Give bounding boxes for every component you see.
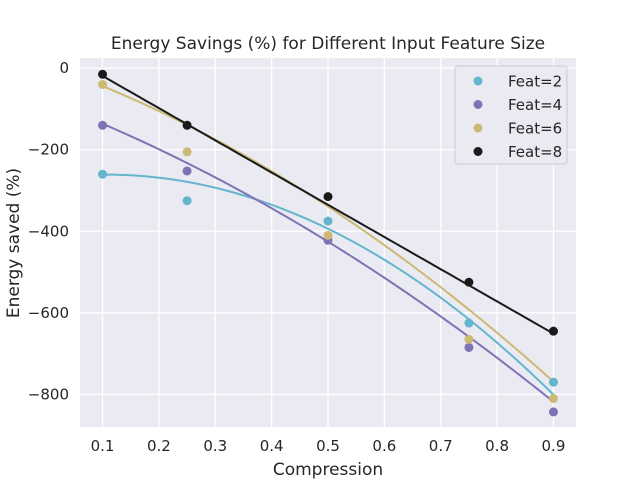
x-tick-label: 0.8	[485, 437, 509, 455]
data-point-series-1	[182, 196, 192, 206]
y-tick-label: −400	[28, 222, 69, 240]
data-points	[98, 69, 558, 417]
fit-line-series-1	[102, 173, 555, 396]
legend-marker	[473, 147, 483, 156]
legend-label: Feat=4	[508, 96, 562, 114]
data-point-series-1	[464, 318, 474, 328]
y-tick-label: −800	[28, 385, 69, 403]
data-point-series-1	[548, 377, 558, 387]
x-tick-label: 0.3	[203, 437, 227, 455]
data-point-series-2	[464, 342, 474, 352]
x-tick-label: 0.7	[429, 437, 453, 455]
data-point-series-4	[323, 192, 333, 202]
legend-marker	[473, 100, 483, 109]
chart-title: Energy Savings (%) for Different Input F…	[111, 34, 545, 54]
y-tick-labels: 0 −200 −400 −600 −800	[28, 59, 69, 403]
x-tick-label: 0.1	[91, 437, 115, 455]
legend-marker	[473, 123, 483, 133]
data-point-series-3	[464, 334, 474, 344]
y-tick-label: −600	[28, 304, 69, 322]
x-axis-label: Compression	[273, 460, 383, 480]
legend-label: Feat=8	[508, 143, 562, 161]
fit-lines	[102, 75, 555, 403]
data-point-series-2	[548, 407, 558, 417]
data-point-series-1	[98, 169, 108, 179]
y-tick-label: −200	[28, 141, 69, 159]
legend-marker	[473, 76, 483, 86]
data-point-series-1	[323, 216, 333, 226]
fit-line-series-3	[102, 85, 555, 383]
data-point-series-4	[464, 277, 474, 287]
x-tick-label: 0.5	[316, 437, 340, 455]
x-tick-label: 0.9	[542, 437, 566, 455]
x-tick-label: 0.6	[372, 437, 396, 455]
y-tick-label: 0	[59, 59, 69, 77]
data-point-series-2	[182, 166, 192, 176]
data-point-series-4	[182, 120, 192, 130]
data-point-series-3	[548, 393, 558, 403]
y-axis-label: Energy saved (%)	[4, 168, 24, 318]
legend-label: Feat=2	[508, 73, 562, 91]
data-point-series-4	[98, 69, 108, 79]
data-point-series-3	[323, 230, 333, 240]
x-tick-labels: 0.1 0.2 0.3 0.4 0.5 0.6 0.7 0.8 0.9	[91, 437, 566, 455]
legend: Feat=2 Feat=4 Feat=6 Feat=8	[454, 65, 568, 165]
legend-label: Feat=6	[508, 120, 562, 138]
data-point-series-3	[182, 147, 192, 157]
data-point-series-4	[548, 326, 558, 336]
x-tick-label: 0.2	[147, 437, 171, 455]
data-point-series-2	[98, 120, 108, 130]
data-point-series-3	[98, 80, 108, 90]
fit-line-series-4	[102, 75, 554, 335]
legend-box	[454, 65, 568, 165]
x-tick-label: 0.4	[260, 437, 284, 455]
